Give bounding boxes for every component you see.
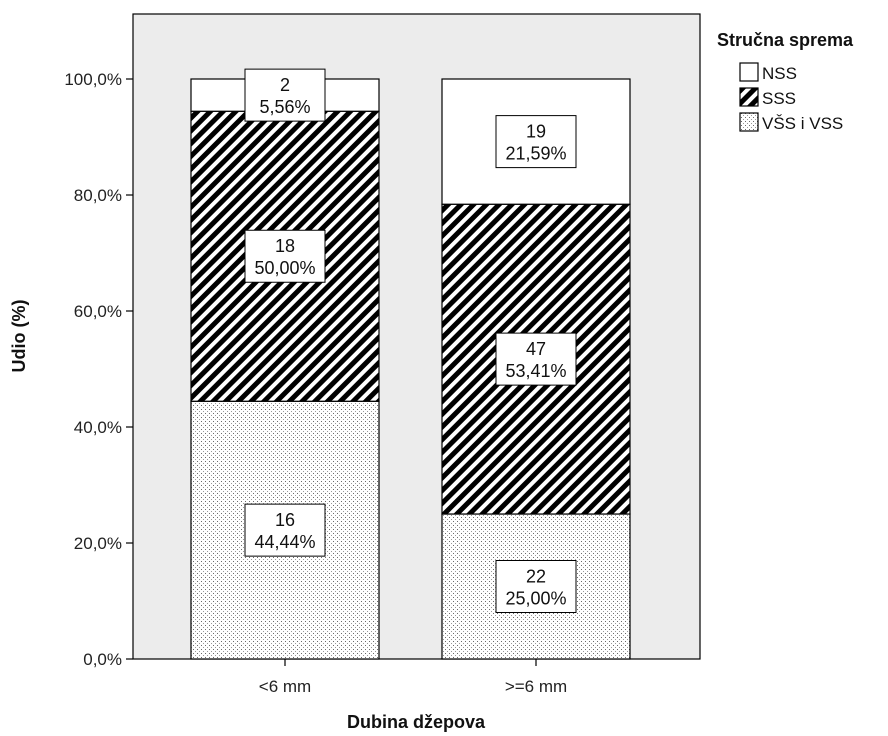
x-tick-label: <6 mm bbox=[259, 677, 311, 696]
segment-label-box bbox=[244, 229, 326, 283]
y-tick-label: 80,0% bbox=[74, 186, 122, 205]
segment-label-box bbox=[495, 332, 577, 386]
segment-label-box bbox=[495, 560, 577, 613]
segment-label-box bbox=[244, 68, 326, 122]
segment-percent-label: 21,59% bbox=[505, 144, 566, 164]
segment-percent-label: 25,00% bbox=[505, 589, 566, 609]
legend-entry-label: NSS bbox=[762, 64, 797, 83]
legend-swatch bbox=[739, 87, 759, 107]
legend: Stručna sprema NSS SSS VŠS i VSS bbox=[717, 30, 854, 133]
segment-count-label: 18 bbox=[275, 236, 295, 256]
segment-count-label: 2 bbox=[280, 75, 290, 95]
y-tick-label: 0,0% bbox=[83, 650, 122, 669]
y-tick-label: 100,0% bbox=[64, 70, 122, 89]
segment-percent-label: 53,41% bbox=[505, 361, 566, 381]
segment-count-label: 47 bbox=[526, 339, 546, 359]
legend-title: Stručna sprema bbox=[717, 30, 854, 50]
legend-entry-label: VŠS i VSS bbox=[762, 114, 843, 133]
y-axis: 0,0% 20,0% 40,0% 60,0% 80,0% 100,0% bbox=[64, 70, 133, 669]
x-axis-title: Dubina džepova bbox=[347, 712, 486, 732]
legend-swatch bbox=[739, 112, 759, 132]
y-tick-label: 60,0% bbox=[74, 302, 122, 321]
y-axis-title: Udio (%) bbox=[9, 300, 29, 373]
segment-count-label: 22 bbox=[526, 567, 546, 587]
segment-count-label: 16 bbox=[275, 510, 295, 530]
legend-swatch bbox=[739, 62, 759, 82]
x-axis: <6 mm >=6 mm bbox=[259, 659, 567, 696]
segment-percent-label: 50,00% bbox=[254, 258, 315, 278]
segment-label-box bbox=[495, 115, 577, 169]
segment-label-box bbox=[244, 503, 326, 557]
segment-percent-label: 5,56% bbox=[259, 97, 310, 117]
x-tick-label: >=6 mm bbox=[505, 677, 567, 696]
y-tick-label: 20,0% bbox=[74, 534, 122, 553]
legend-entry-label: SSS bbox=[762, 89, 796, 108]
segment-count-label: 19 bbox=[526, 122, 546, 142]
y-tick-label: 40,0% bbox=[74, 418, 122, 437]
segment-percent-label: 44,44% bbox=[254, 532, 315, 552]
